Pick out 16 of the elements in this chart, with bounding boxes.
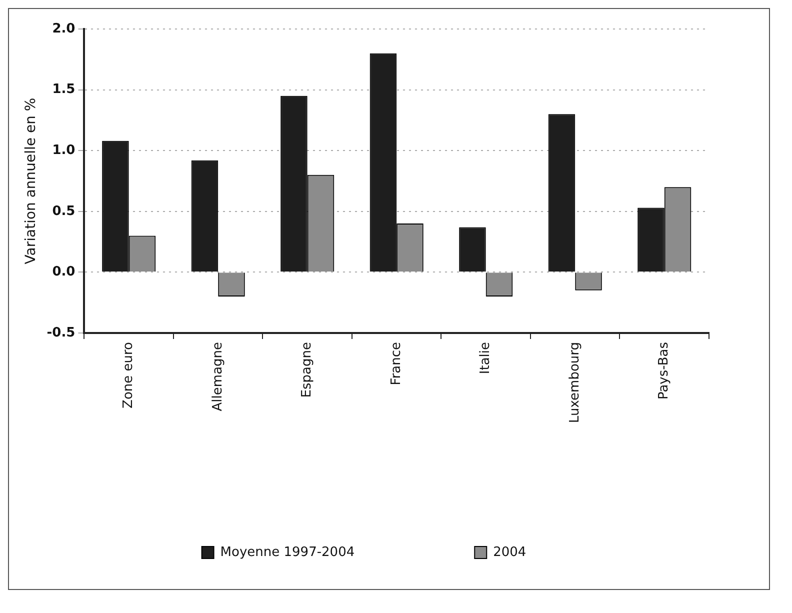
y-axis-title: Variation annuelle en % [23, 98, 40, 264]
y-tick-label: 1.5 [52, 82, 76, 98]
x-tick-label: Italie [478, 342, 494, 374]
x-tick-label: Luxembourg [567, 342, 582, 424]
legend-label: 2004 [493, 544, 526, 560]
x-tick-label: Allemagne [210, 342, 226, 412]
x-tick-label: Espagne [300, 342, 315, 398]
x-tick-label: Zone euro [121, 342, 136, 408]
y-tick-label: -0.5 [46, 325, 76, 340]
y-tick-label: 0.5 [52, 204, 76, 219]
legend-label: Moyenne 1997-2004 [220, 544, 355, 560]
y-tick-label: 2.0 [52, 21, 76, 36]
x-tick-label: Pays-Bas [656, 342, 672, 400]
x-tick-label: France [388, 342, 404, 386]
y-tick-label: 1.0 [52, 142, 76, 158]
y-tick-label: 0.0 [52, 264, 76, 280]
